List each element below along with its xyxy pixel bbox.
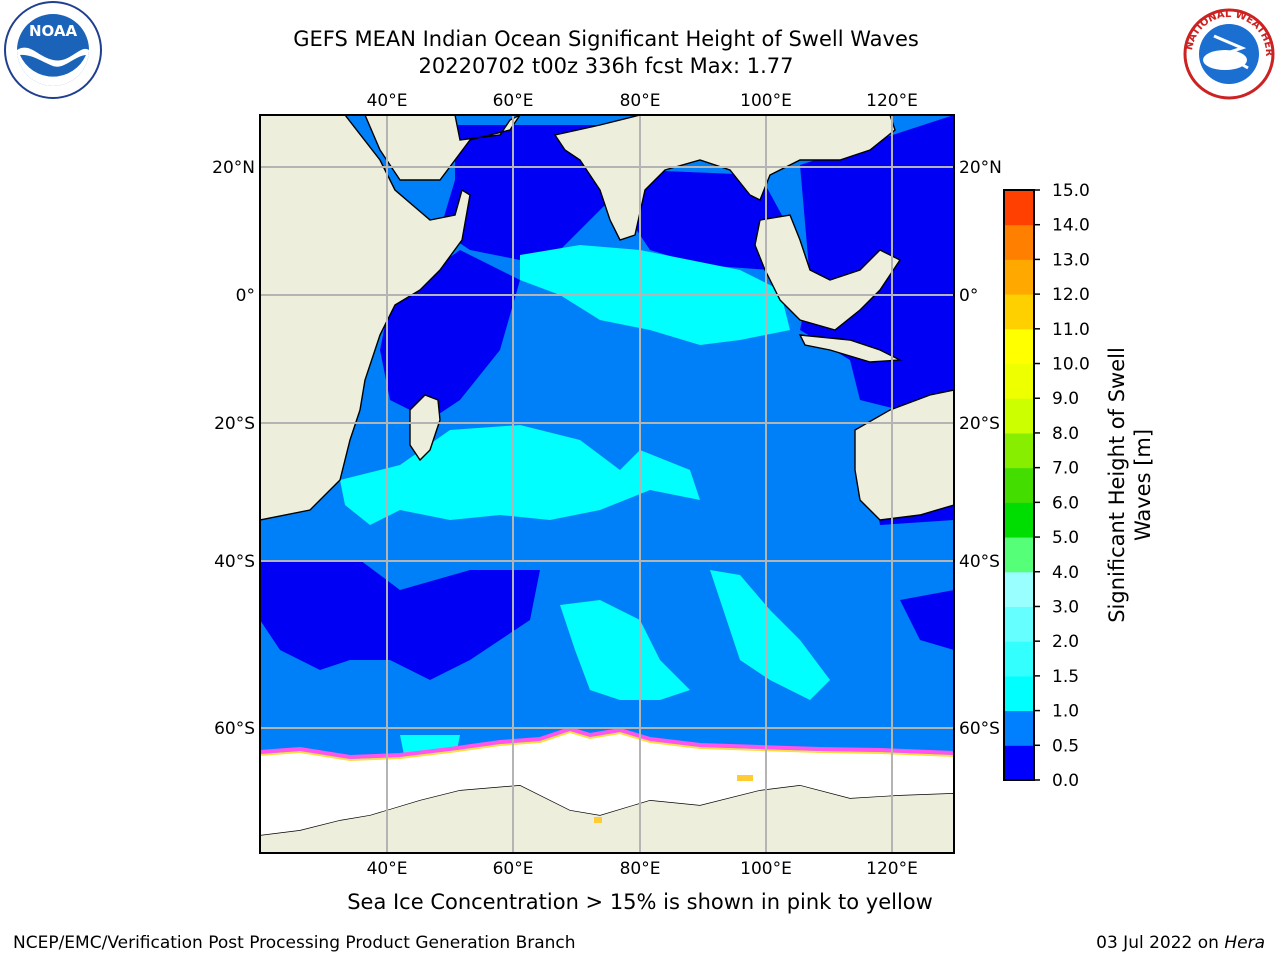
- lat-label: 20°N: [959, 158, 1002, 178]
- lon-label: 120°E: [866, 91, 918, 111]
- footer-host: Hera: [1224, 933, 1265, 953]
- sea-ice: [260, 732, 954, 835]
- colorbar-tick-label: 12.0: [1052, 285, 1090, 305]
- lon-label: 40°E: [367, 91, 408, 111]
- footer-producer: NCEP/EMC/Verification Post Processing Pr…: [13, 933, 576, 953]
- colorbar-segment: [1004, 363, 1034, 399]
- lon-label: 100°E: [740, 91, 792, 111]
- colorbar-segment: [1004, 537, 1034, 573]
- colorbar-segment: [1004, 606, 1034, 642]
- colorbar-tick-label: 15.0: [1052, 181, 1090, 201]
- colorbar-segment: [1004, 294, 1034, 330]
- colorbar-label-line1: Significant Height of Swell: [1105, 347, 1129, 623]
- lon-label: 100°E: [740, 859, 792, 879]
- colorbar-segment: [1004, 432, 1034, 469]
- ice-edge-pink: [260, 726, 954, 760]
- colorbar-tick-label: 1.0: [1052, 702, 1079, 722]
- colorbar-segment: [1004, 571, 1034, 607]
- colorbar-tick-label: 6.0: [1052, 493, 1079, 513]
- colorbar-segment: [1004, 745, 1034, 781]
- graticule: [260, 115, 954, 853]
- colorbar-segment: [1004, 675, 1034, 712]
- footer-date: 03 Jul 2022 on Hera: [1096, 933, 1265, 953]
- lat-label: 20°S: [959, 414, 1000, 434]
- ice-patch: [737, 775, 753, 781]
- colorbar-frame: [1003, 189, 1035, 781]
- lon-label: 80°E: [620, 91, 661, 111]
- colorbar-segment: [1004, 710, 1034, 746]
- lon-label: 40°E: [367, 859, 408, 879]
- colorbar-segment: [1004, 641, 1034, 677]
- colorbar-tick-label: 4.0: [1052, 563, 1079, 583]
- sea-ice-caption: Sea Ice Concentration > 15% is shown in …: [347, 890, 933, 914]
- lat-labels-left: 20°N 0° 20°S 40°S 60°S: [212, 158, 255, 739]
- lat-label: 0°: [236, 286, 255, 306]
- colorbar-segment: [1004, 259, 1034, 295]
- lat-label: 60°S: [959, 719, 1000, 739]
- colorbar-tick-label: 9.0: [1052, 389, 1079, 409]
- colorbar-tick-label: 5.0: [1052, 528, 1079, 548]
- colorbar-segment: [1004, 190, 1034, 226]
- lon-label: 80°E: [620, 859, 661, 879]
- colorbar-tick-label: 11.0: [1052, 320, 1090, 340]
- colorbar-segment: [1004, 224, 1034, 260]
- colorbar-tick-label: 0.5: [1052, 736, 1079, 756]
- footer-date-text: 03 Jul 2022 on: [1096, 933, 1225, 953]
- lat-label: 20°S: [214, 414, 255, 434]
- colorbar-tick-label: 7.0: [1052, 459, 1079, 479]
- lat-label: 0°: [959, 286, 978, 306]
- lat-label: 40°S: [214, 552, 255, 572]
- lon-labels-top: 40°E 60°E 80°E 100°E 120°E: [367, 91, 918, 111]
- ice-edge-yellow: [260, 730, 954, 762]
- lon-label: 120°E: [866, 859, 918, 879]
- lat-label: 60°S: [214, 719, 255, 739]
- lon-label: 60°E: [493, 859, 534, 879]
- lon-labels-bottom: 40°E 60°E 80°E 100°E 120°E: [367, 859, 918, 879]
- lon-label: 60°E: [493, 91, 534, 111]
- colorbar-label-line2: Waves [m]: [1131, 429, 1155, 541]
- nws-logo: NATIONAL WEATHER SERVICE: [1178, 8, 1275, 100]
- colorbar-segment: [1004, 467, 1034, 503]
- colorbar-segment: [1004, 328, 1034, 365]
- colorbar-tick-label: 3.0: [1052, 597, 1079, 617]
- colorbar-tick-label: 0.0: [1052, 771, 1079, 791]
- map-subtitle: 20220702 t00z 336h fcst Max: 1.77: [418, 54, 794, 78]
- lat-label: 40°S: [959, 552, 1000, 572]
- colorbar-tick-label: 1.5: [1052, 667, 1079, 687]
- noaa-logo: NOAA: [4, 1, 102, 99]
- colorbar-tick-label: 2.0: [1052, 632, 1079, 652]
- colorbar-tick-label: 14.0: [1052, 216, 1090, 236]
- colorbar-tick-label: 13.0: [1052, 250, 1090, 270]
- noaa-logo-text: NOAA: [29, 22, 78, 40]
- colorbar: 0.0 0.5 1.0 1.5 2.0 3.0 4.0 5.0 6.0 7.0 8.0 9.0 10.0…: [1003, 181, 1090, 791]
- colorbar-tick-label: 8.0: [1052, 424, 1079, 444]
- ice-patch: [594, 817, 602, 823]
- lat-label: 20°N: [212, 158, 255, 178]
- colorbar-segment: [1004, 502, 1034, 538]
- lat-labels-right: 20°N 0° 20°S 40°S 60°S: [959, 158, 1002, 739]
- colorbar-segment: [1004, 398, 1034, 434]
- map-area: [260, 115, 954, 853]
- map-title: GEFS MEAN Indian Ocean Significant Heigh…: [293, 27, 919, 51]
- colorbar-tick-label: 10.0: [1052, 355, 1090, 375]
- map-frame: [259, 114, 955, 854]
